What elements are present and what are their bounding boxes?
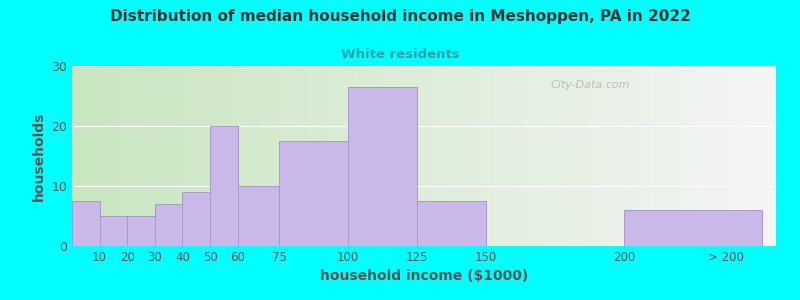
Text: Distribution of median household income in Meshoppen, PA in 2022: Distribution of median household income … — [110, 9, 690, 24]
Bar — [182, 192, 210, 246]
X-axis label: household income ($1000): household income ($1000) — [320, 269, 528, 284]
Y-axis label: households: households — [32, 111, 46, 201]
Bar — [210, 126, 238, 246]
Bar — [279, 141, 348, 246]
Bar — [417, 201, 486, 246]
Bar — [624, 210, 762, 246]
Text: City-Data.com: City-Data.com — [550, 80, 630, 90]
Bar — [155, 204, 182, 246]
Bar — [100, 216, 127, 246]
Bar — [238, 186, 279, 246]
Text: White residents: White residents — [341, 48, 459, 61]
Bar — [348, 87, 417, 246]
Bar — [127, 216, 155, 246]
Bar — [72, 201, 100, 246]
